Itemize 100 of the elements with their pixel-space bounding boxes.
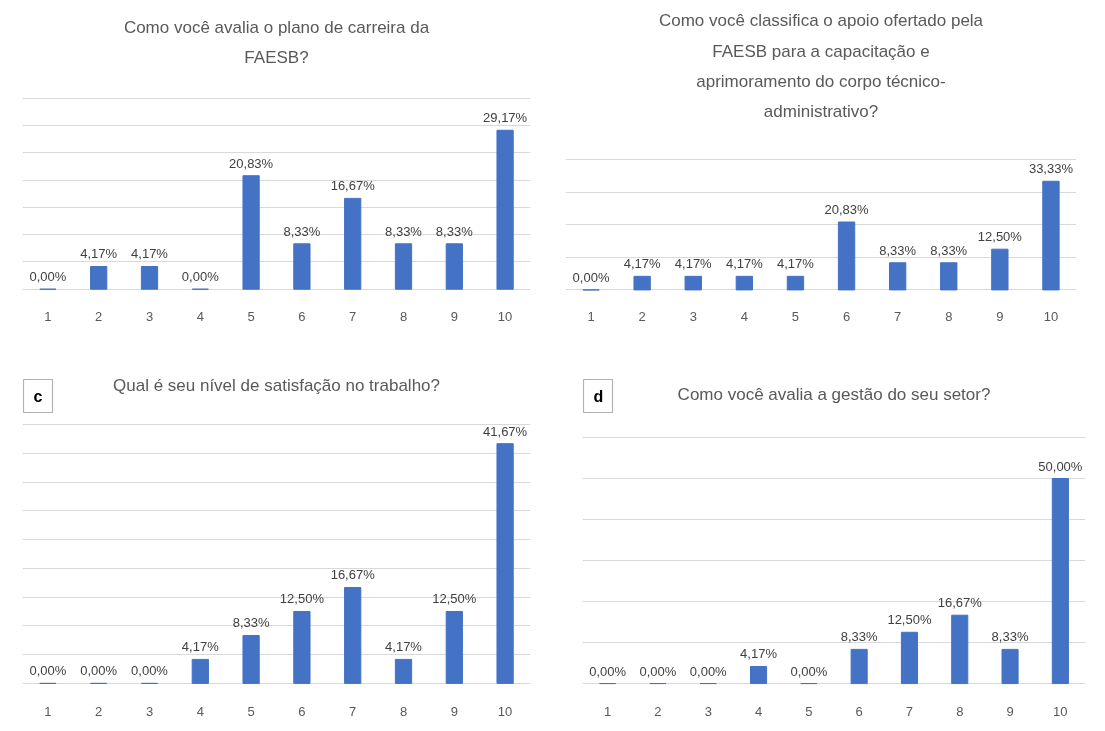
- data-label: 20,83%: [229, 155, 274, 171]
- data-label: 0,00%: [572, 269, 610, 285]
- bar: [496, 129, 514, 290]
- x-tick-label: 8: [399, 308, 408, 324]
- bar: [850, 648, 868, 685]
- x-tick-label: 7: [905, 703, 914, 719]
- bar: [344, 586, 362, 684]
- x-tick-label: 3: [145, 308, 154, 324]
- data-label: 4,17%: [740, 646, 778, 662]
- x-tick-label: 6: [298, 703, 306, 719]
- text: c: [33, 387, 43, 405]
- data-label: 16,67%: [330, 567, 376, 583]
- data-label: 4,17%: [674, 256, 713, 272]
- x-tick-label: 2: [638, 308, 646, 324]
- chart-title: Como você avalia o plano de carreira da FAESB?: [123, 18, 430, 68]
- x-tick-label: 7: [349, 703, 357, 719]
- x-tick-label: 10: [497, 703, 513, 719]
- data-label: 20,83%: [824, 202, 870, 218]
- x-tick-label: 5: [247, 703, 255, 719]
- bar: [684, 275, 702, 291]
- x-tick-label: 5: [791, 308, 800, 324]
- bar: [735, 275, 754, 291]
- bar: [1051, 478, 1069, 685]
- x-tick-label: 3: [704, 703, 712, 719]
- bar: [445, 243, 463, 290]
- x-tick-label: 9: [1006, 703, 1014, 719]
- bar: [293, 610, 311, 684]
- x-tick-label: 6: [298, 308, 306, 324]
- bar: [445, 610, 463, 684]
- data-label: 4,17%: [777, 256, 815, 272]
- x-tick-label: 2: [95, 308, 103, 324]
- data-label: 12,50%: [887, 612, 932, 628]
- x-tick-label: 7: [349, 308, 357, 324]
- data-label: 8,33%: [435, 223, 474, 239]
- data-label: 8,33%: [385, 223, 423, 239]
- x-tick-label: 10: [497, 308, 513, 324]
- data-label: 16,67%: [330, 178, 376, 194]
- bar: [940, 262, 958, 291]
- bar: [786, 275, 805, 291]
- data-label: 33,33%: [1028, 161, 1074, 177]
- bar: [344, 197, 362, 290]
- data-label: 4,17%: [131, 246, 169, 262]
- data-label: 8,33%: [840, 629, 879, 645]
- chart-title: Como você classifica o apoio ofertado pela FAESB para a capacitação e aprimoramento do corpo técnico-administrativo?: [658, 11, 984, 122]
- data-label: 0,00%: [589, 663, 627, 679]
- data-label: 8,33%: [879, 242, 917, 258]
- x-tick-label: 10: [1043, 308, 1059, 324]
- x-tick-label: 3: [689, 308, 697, 324]
- data-label: 41,67%: [483, 423, 528, 439]
- bar: [191, 658, 209, 684]
- x-tick-label: 9: [450, 703, 458, 719]
- data-label: 12,50%: [977, 229, 1023, 245]
- x-tick-label: 2: [95, 703, 103, 719]
- data-label: 4,17%: [385, 639, 423, 655]
- x-tick-label: 9: [996, 308, 1004, 324]
- data-label: 8,33%: [283, 223, 321, 239]
- x-tick-label: 10: [1053, 703, 1068, 719]
- bar: [293, 243, 311, 290]
- x-tick-label: 4: [754, 703, 763, 719]
- data-label: 0,00%: [131, 663, 169, 679]
- data-label: 4,17%: [725, 256, 764, 272]
- chart-title: Qual é seu nível de satisfação no trabalho?: [113, 375, 440, 395]
- data-label: 12,50%: [279, 591, 325, 607]
- x-tick-label: 1: [44, 703, 52, 719]
- text: d: [593, 387, 604, 405]
- bar: [242, 175, 260, 290]
- x-tick-label: 8: [945, 308, 953, 324]
- data-label: 0,00%: [181, 269, 220, 285]
- data-label: 16,67%: [937, 595, 983, 611]
- data-label: 8,33%: [991, 629, 1029, 645]
- x-tick-label: 2: [654, 703, 662, 719]
- bar: [394, 658, 413, 684]
- x-tick-label: 9: [450, 308, 458, 324]
- x-tick-label: 1: [587, 308, 595, 324]
- x-tick-label: 8: [399, 703, 408, 719]
- data-label: 4,17%: [623, 256, 662, 272]
- bar: [394, 243, 413, 290]
- data-label: 50,00%: [1038, 458, 1083, 474]
- bar: [1042, 180, 1060, 291]
- data-label: 12,50%: [432, 591, 477, 607]
- bar: [90, 265, 108, 290]
- x-tick-label: 7: [894, 308, 902, 324]
- data-label: 0,00%: [639, 663, 677, 679]
- bar: [837, 221, 856, 291]
- x-tick-label: 4: [196, 703, 204, 719]
- data-label: 4,17%: [80, 246, 118, 262]
- bar: [951, 614, 969, 685]
- x-tick-label: 3: [145, 703, 154, 719]
- x-tick-label: 4: [196, 308, 204, 324]
- x-tick-label: 1: [44, 308, 52, 324]
- data-label: 0,00%: [29, 269, 67, 285]
- data-label: 0,00%: [689, 663, 728, 679]
- bar: [242, 634, 260, 684]
- bar: [140, 265, 159, 290]
- bar: [991, 248, 1009, 291]
- data-label: 29,17%: [483, 110, 528, 126]
- x-tick-label: 5: [247, 308, 255, 324]
- bar: [1001, 648, 1019, 685]
- bar: [496, 443, 514, 684]
- x-tick-label: 5: [805, 703, 813, 719]
